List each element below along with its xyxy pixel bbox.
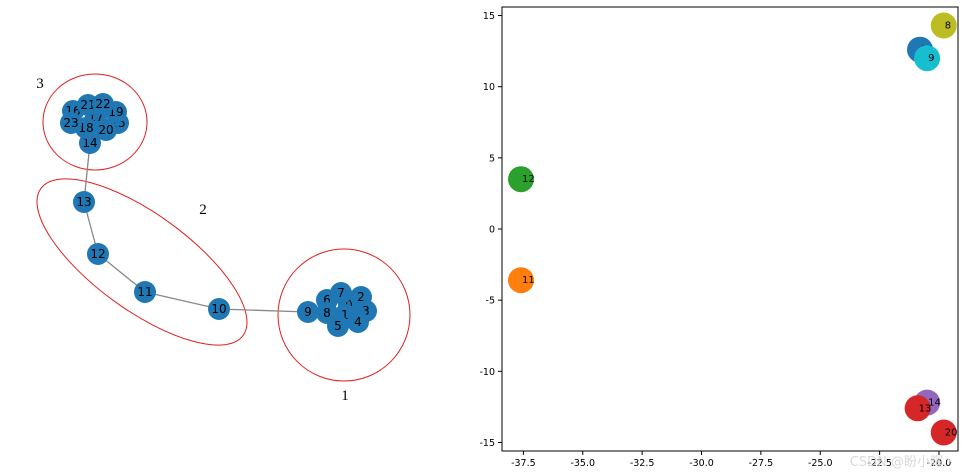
x-tick-label-7: -20.0 [927, 458, 952, 469]
graph-node-label-11: 11 [137, 285, 152, 299]
y-tick-label-0: 15 [483, 11, 495, 22]
y-tick-label-4: -5 [486, 296, 495, 307]
graph-node-12: 12 [87, 243, 109, 265]
graph-node-label-9: 9 [304, 305, 312, 319]
graph-node-circle-13 [73, 191, 95, 213]
scatter-plot-panel: -37.5 -35.0 -32.5 -30.0 -27.5 -25.0 -22.5 -20.0… [479, 6, 959, 469]
scatter-marker-12 [508, 166, 534, 193]
edge-10-11 [144, 291, 220, 310]
scatter-point-11: 11 [508, 267, 535, 294]
y-tick-label-3: 0 [489, 225, 495, 236]
graph-node-7: 7 [330, 282, 352, 304]
scatter-point-12: 12 [508, 166, 535, 193]
graph-node-label-3: 3 [362, 304, 370, 318]
graph-node-circle-12 [87, 243, 109, 265]
graph-node-label-12: 12 [90, 247, 105, 261]
y-tick-label-5: -10 [479, 367, 495, 378]
scatter-point-20: 20 [930, 419, 958, 446]
cluster-labels: 123 [36, 76, 349, 404]
graph-node-label-21: 21 [80, 98, 95, 112]
cluster-outlines [36, 73, 411, 382]
cluster-label-1: 1 [341, 388, 349, 404]
graph-node-label-22: 22 [95, 97, 110, 111]
scatter-marker-9 [914, 45, 941, 72]
graph-node-11: 11 [134, 281, 156, 303]
cluster-label-3: 3 [36, 76, 44, 92]
graph-node-13: 13 [73, 191, 95, 213]
graph-node-circle-4 [347, 311, 369, 333]
cluster-outline-1 [277, 248, 411, 382]
graph-node-circle-20 [95, 119, 117, 141]
y-tick-label-6: -15 [479, 438, 495, 449]
scatter-point-label-14: 14 [928, 398, 941, 409]
graph-node-label-14: 14 [82, 136, 97, 150]
graph-node-label-5: 5 [334, 319, 342, 333]
graph-node-label-7: 7 [337, 286, 345, 300]
graph-node-circle-11 [134, 281, 156, 303]
graph-node-9: 9 [297, 301, 319, 323]
x-tick-label-6: -22.5 [867, 458, 892, 469]
scatter-point-label-8: 8 [945, 21, 951, 32]
graph-node-circle-22 [92, 93, 114, 115]
scatter-marker-8 [930, 12, 957, 39]
graph-node-label-2: 2 [357, 290, 365, 304]
graph-node-20: 20 [95, 119, 117, 141]
plot-frame [501, 6, 959, 452]
edge-9-10 [218, 308, 309, 313]
graph-node-label-23: 23 [63, 116, 78, 130]
graph-node-label-1: 1 [341, 308, 349, 322]
x-tick-label-1: -35.0 [570, 458, 595, 469]
graph-node-label-10: 10 [211, 302, 226, 316]
scatter-point-label-20: 20 [945, 428, 958, 439]
graph-nodes: 01234567891011121314151617181920212223 [60, 93, 377, 337]
cluster-label-2: 2 [199, 202, 207, 218]
graph-node-circle-10 [208, 298, 230, 320]
watermark: CSDN @盼小辉丶 [849, 455, 956, 470]
cluster-outline-2 [36, 178, 248, 346]
x-tick-label-5: -25.0 [808, 458, 833, 469]
graph-node-circle-9 [297, 301, 319, 323]
graph-node-label-4: 4 [354, 315, 362, 329]
x-axis-ticks: -37.5 -35.0 -32.5 -30.0 -27.5 -25.0 -22.5 -20.0 [511, 451, 951, 469]
scatter-marker-11 [508, 267, 534, 294]
graph-node-label-18: 18 [78, 121, 93, 135]
scatter-marker-20 [930, 419, 957, 446]
graph-node-label-6: 6 [323, 293, 331, 307]
graph-node-label-20: 20 [98, 123, 113, 137]
y-tick-label-1: 10 [483, 82, 495, 93]
scatter-point-label-12: 12 [522, 174, 535, 185]
scatter-point-13: 13 [904, 395, 932, 422]
graph-node-label-8: 8 [323, 306, 331, 320]
y-tick-label-2: 5 [489, 153, 495, 164]
graph-node-circle-23 [60, 112, 82, 134]
scatter-point-8: 8 [930, 12, 957, 39]
scatter-point-9: 9 [914, 45, 941, 72]
scatter-marker-13 [904, 395, 931, 422]
x-tick-label-0: -37.5 [511, 458, 536, 469]
graph-node-10: 10 [208, 298, 230, 320]
graph-node-8: 8 [316, 302, 338, 324]
x-tick-label-2: -32.5 [630, 458, 655, 469]
graph-node-label-13: 13 [76, 195, 91, 209]
scatter-point-label-9: 9 [928, 53, 934, 64]
graph-node-23: 23 [60, 112, 82, 134]
graph-node-4: 4 [347, 311, 369, 333]
x-tick-label-3: -30.0 [689, 458, 714, 469]
y-axis-ticks: 15 10 5 0 -5 -10 -15 [479, 11, 502, 449]
x-tick-label-4: -27.5 [749, 458, 774, 469]
scatter-points: 81091211141320 [508, 12, 958, 446]
network-graph-panel: 01234567891011121314151617181920212223 1… [36, 73, 411, 404]
graph-node-circle-8 [316, 302, 338, 324]
cluster-outline-3 [42, 73, 148, 171]
graph-edges [83, 127, 328, 314]
scatter-point-label-13: 13 [919, 403, 932, 414]
graph-node-circle-7 [330, 282, 352, 304]
scatter-point-label-11: 11 [522, 275, 535, 286]
graph-node-22: 22 [92, 93, 114, 115]
